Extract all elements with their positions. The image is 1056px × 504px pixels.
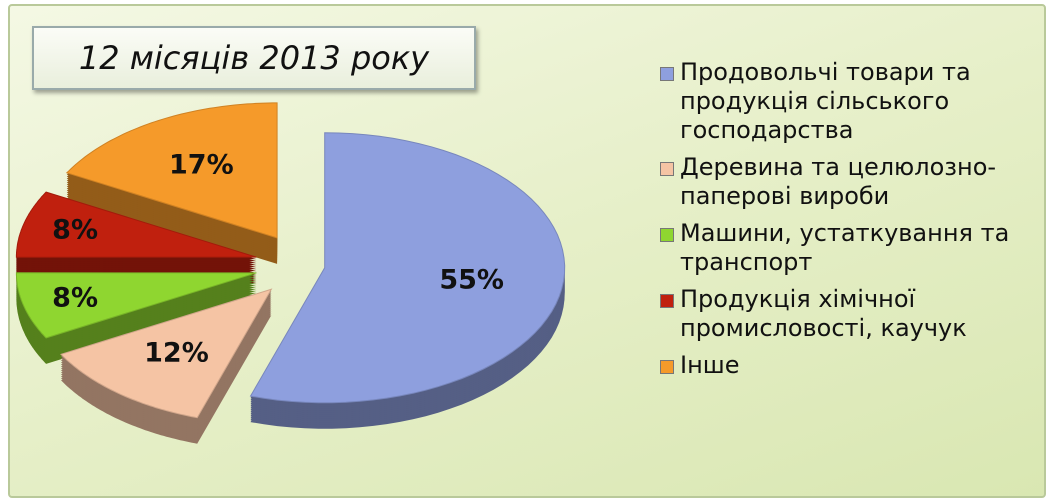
slice-group	[15, 272, 257, 364]
legend-swatch	[660, 228, 674, 242]
data-label: 8%	[52, 283, 98, 314]
slice	[65, 102, 278, 239]
legend-item: Інше	[660, 351, 1045, 380]
slice	[15, 272, 257, 339]
data-label: 17%	[169, 149, 234, 180]
slice-group	[65, 102, 278, 264]
legend-item: Продовольчі товари та продукція сільсько…	[660, 58, 1045, 145]
legend: Продовольчі товари та продукція сільсько…	[660, 58, 1045, 388]
chart-title: 12 місяців 2013 року	[32, 26, 476, 90]
legend-label: Продовольчі товари та продукція сільсько…	[680, 58, 971, 144]
slice	[249, 132, 566, 404]
slice-group	[60, 288, 273, 444]
legend-item: Продукція хімічної промисловості, каучук	[660, 285, 1045, 343]
slice-group	[15, 191, 257, 284]
slice	[60, 288, 273, 419]
data-label: 55%	[439, 264, 504, 295]
slice-group	[249, 132, 566, 429]
data-label: 12%	[144, 337, 209, 368]
legend-label: Деревина та целюлозно-паперові вироби	[680, 153, 997, 210]
legend-label: Продукція хімічної промисловості, каучук	[680, 285, 967, 342]
legend-label: Інше	[680, 351, 740, 379]
legend-swatch	[660, 162, 674, 176]
data-label: 8%	[52, 214, 98, 245]
slice	[15, 191, 257, 258]
legend-label: Машини, устаткування та транспорт	[680, 219, 1010, 276]
legend-swatch	[660, 294, 674, 308]
legend-item: Машини, устаткування та транспорт	[660, 219, 1045, 277]
legend-swatch	[660, 360, 674, 374]
legend-item: Деревина та целюлозно-паперові вироби	[660, 153, 1045, 211]
legend-swatch	[660, 67, 674, 81]
